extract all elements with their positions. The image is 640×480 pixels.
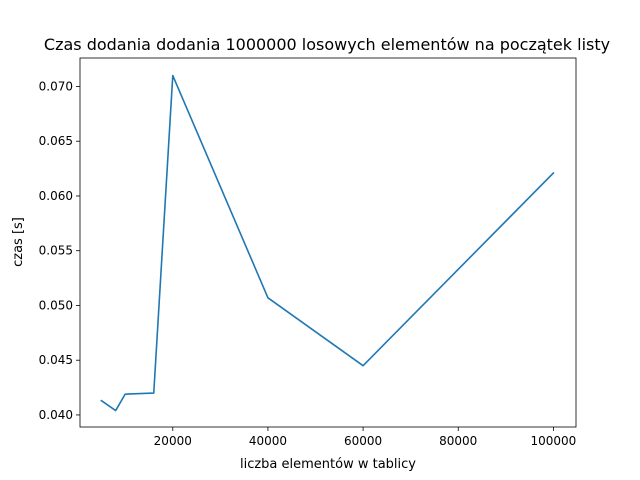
axes-frame bbox=[79, 57, 577, 428]
y-tick-label: 0.070 bbox=[39, 79, 73, 93]
x-axis-label: liczba elementów w tablicy bbox=[240, 457, 416, 472]
y-tick-label: 0.055 bbox=[39, 244, 73, 258]
chart-title: Czas dodania dodania 1000000 losowych el… bbox=[44, 35, 610, 54]
x-tick-label: 20000 bbox=[154, 434, 192, 448]
x-tick-label: 40000 bbox=[249, 434, 287, 448]
x-tick-label: 60000 bbox=[344, 434, 382, 448]
y-axis-label: czas [s] bbox=[11, 217, 26, 267]
plot-area: 20000 40000 60000 80000 100000 0.040 0.045 0.05… bbox=[39, 57, 577, 448]
y-tick-label: 0.040 bbox=[39, 408, 73, 422]
y-tick-label: 0.045 bbox=[39, 353, 73, 367]
y-tick-label: 0.060 bbox=[39, 189, 73, 203]
y-tick-label: 0.050 bbox=[39, 298, 73, 312]
series-line bbox=[100, 74, 555, 412]
x-tick-label: 100000 bbox=[530, 434, 576, 448]
x-tick-label: 80000 bbox=[439, 434, 477, 448]
y-tick-label: 0.065 bbox=[39, 134, 73, 148]
